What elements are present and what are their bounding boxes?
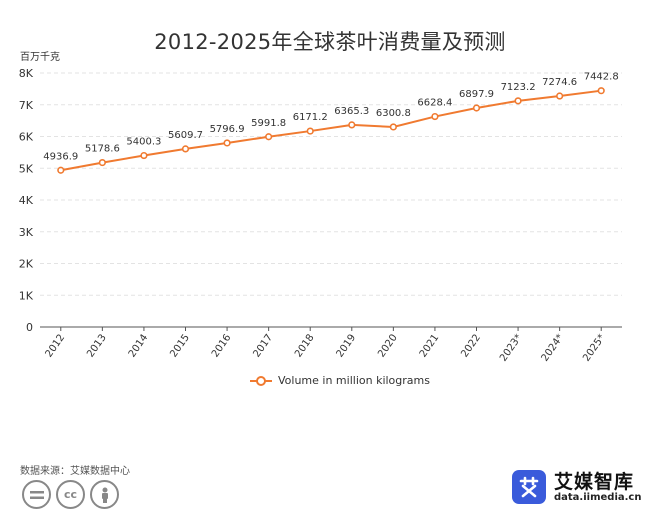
y-tick-label: 1K xyxy=(19,289,34,302)
y-tick-label: 6K xyxy=(19,131,34,144)
brand-url: data.iimedia.cn xyxy=(554,491,642,503)
x-tick-label: 2021 xyxy=(418,332,442,359)
data-label: 5400.3 xyxy=(126,137,161,148)
data-label: 7442.8 xyxy=(584,72,619,83)
data-label: 6628.4 xyxy=(417,98,452,109)
brand-name: 艾媒智库 xyxy=(554,470,635,493)
data-point xyxy=(140,151,148,160)
x-tick-label: 2025* xyxy=(581,332,607,363)
y-tick-label: 8K xyxy=(19,67,34,80)
data-point xyxy=(98,158,106,167)
x-tick-label: 2014 xyxy=(127,332,151,359)
data-label: 5991.8 xyxy=(251,118,286,129)
y-tick-label: 3K xyxy=(19,226,34,239)
data-label: 6300.8 xyxy=(376,108,411,119)
data-point xyxy=(472,104,481,112)
data-label: 7274.6 xyxy=(542,77,577,88)
x-tick-label: 2015 xyxy=(168,332,192,359)
data-point xyxy=(306,127,314,135)
y-tick-label: 5K xyxy=(19,162,34,175)
data-label: 6365.3 xyxy=(334,106,369,117)
data-label: 6171.2 xyxy=(293,112,328,123)
brand-logo-icon xyxy=(512,470,546,504)
x-tick-label: 2020 xyxy=(376,332,400,359)
data-point xyxy=(597,87,605,95)
x-tick-label: 2016 xyxy=(210,332,234,359)
x-tick-label: 2013 xyxy=(85,332,109,359)
y-axis-unit-label: 百万千克 xyxy=(20,52,60,63)
y-tick-label: 7K xyxy=(19,99,34,112)
data-point xyxy=(431,112,439,121)
x-tick-label: 2024* xyxy=(540,332,566,363)
x-tick-label: 2023* xyxy=(498,332,524,363)
x-tick-label: 2012 xyxy=(44,332,68,359)
y-tick-label: 4K xyxy=(19,194,34,207)
data-point xyxy=(348,121,356,129)
cc-icon: cc xyxy=(56,480,85,509)
data-point xyxy=(57,166,65,174)
legend-marker-icon xyxy=(250,375,272,386)
chart-legend[interactable]: Volume in million kilograms xyxy=(250,374,430,387)
data-point xyxy=(389,123,397,131)
y-tick-label: 2K xyxy=(19,258,34,271)
legend-label: Volume in million kilograms xyxy=(278,374,430,387)
data-point xyxy=(556,92,564,100)
line-chart: 0 1K 2K 3K 4K 5K 6K 7K 8K 2012 2013 2014 2015 2016 201… xyxy=(19,67,622,364)
data-label: 5796.9 xyxy=(210,124,245,135)
chart-title: 2012-2025年全球茶叶消费量及预测 xyxy=(154,30,506,54)
data-point xyxy=(514,97,522,105)
data-label: 7123.2 xyxy=(501,82,536,93)
x-tick-label: 2018 xyxy=(293,332,317,359)
data-point xyxy=(223,139,231,147)
data-label: 5178.6 xyxy=(85,144,120,155)
data-point xyxy=(265,133,273,141)
series-line xyxy=(60,89,602,172)
person-icon xyxy=(90,480,119,509)
data-point xyxy=(181,145,190,153)
x-tick-label: 2022 xyxy=(459,332,483,359)
data-source-text: 数据来源：艾媒数据中心 xyxy=(20,466,130,477)
x-tick-label: 2019 xyxy=(335,332,359,359)
equals-icon xyxy=(22,480,51,509)
data-label: 6897.9 xyxy=(459,89,494,100)
data-label: 4936.9 xyxy=(43,151,78,162)
x-tick-label: 2017 xyxy=(251,332,275,359)
y-tick-label: 0 xyxy=(26,321,33,334)
brand-block: 艾媒智库 data.iimedia.cn xyxy=(512,470,641,504)
data-label: 5609.7 xyxy=(168,130,203,141)
license-icons: cc xyxy=(22,480,119,509)
